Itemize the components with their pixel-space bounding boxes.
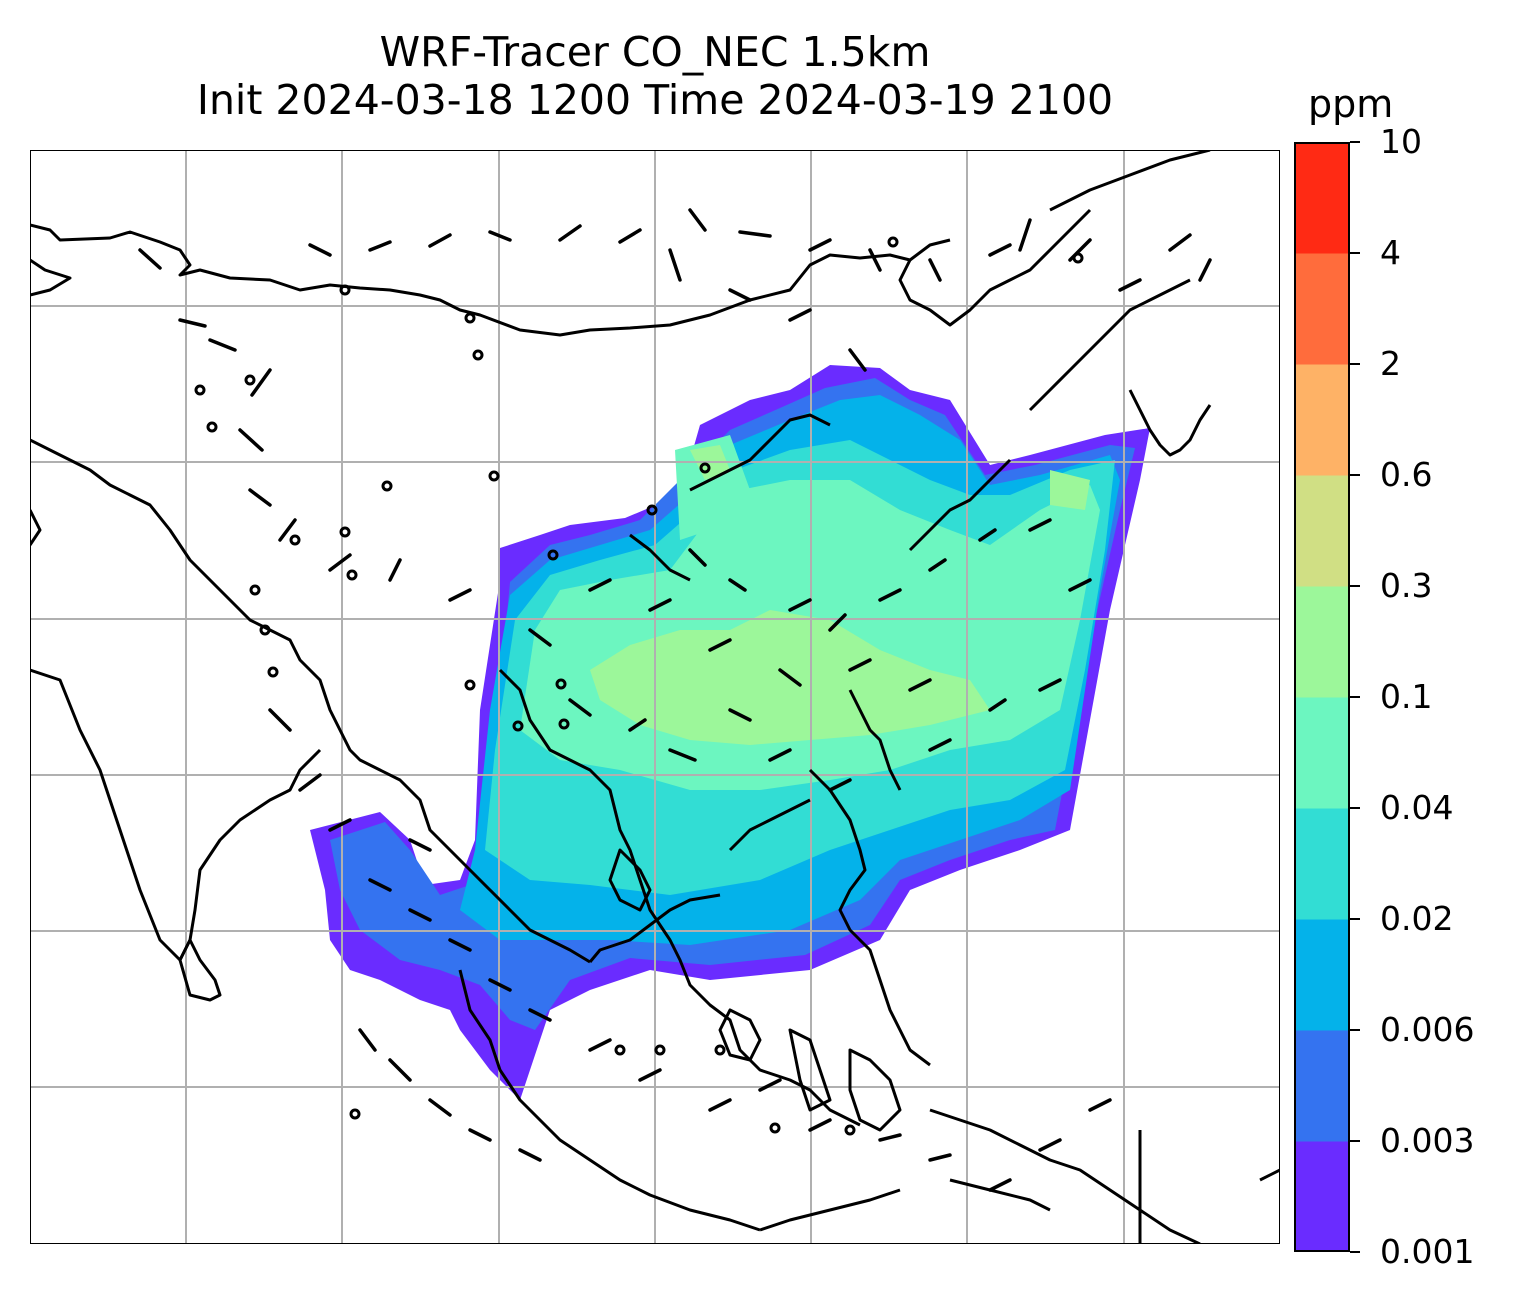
colorbar-tick-mark: [1350, 1251, 1360, 1253]
colorbar-tick-label: 0.02: [1380, 899, 1454, 938]
colorbar-segment: [1294, 919, 1350, 1031]
tracer-plume: [310, 365, 1150, 1100]
map-title: WRF-Tracer CO_NEC 1.5km Init 2024-03-18 …: [30, 28, 1280, 124]
colorbar-segment: [1294, 697, 1350, 809]
colorbar-tick-mark: [1350, 474, 1360, 476]
colorbar-tick-label: 10: [1380, 122, 1422, 161]
colorbar-segment: [1294, 253, 1350, 365]
colorbar-tick-mark: [1350, 363, 1360, 365]
colorbar-tick-label: 0.003: [1380, 1121, 1475, 1160]
colorbar-frame: [1294, 142, 1350, 1252]
colorbar-segment: [1294, 1141, 1350, 1252]
colorbar-segment: [1294, 475, 1350, 587]
colorbar-segment: [1294, 1030, 1350, 1142]
colorbar: [1294, 142, 1350, 1252]
colorbar-tick-label: 0.006: [1380, 1010, 1475, 1049]
colorbar-tick-mark: [1350, 696, 1360, 698]
colorbar-tick-mark: [1350, 252, 1360, 254]
colorbar-tick-mark: [1350, 807, 1360, 809]
colorbar-tick-mark: [1350, 141, 1360, 143]
colorbar-tick-label: 0.6: [1380, 455, 1433, 494]
colorbar-tick-label: 0.001: [1380, 1232, 1475, 1271]
colorbar-tick-mark: [1350, 918, 1360, 920]
colorbar-tick-label: 0.1: [1380, 677, 1433, 716]
colorbar-segment: [1294, 586, 1350, 698]
colorbar-tick-label: 2: [1380, 344, 1401, 383]
title-line-1: WRF-Tracer CO_NEC 1.5km: [379, 28, 931, 76]
colorbar-tick-mark: [1350, 585, 1360, 587]
colorbar-tick-mark: [1350, 1029, 1360, 1031]
calm-markers: [194, 236, 1084, 1136]
colorbar-tick-label: 0.3: [1380, 566, 1433, 605]
colorbar-tick-mark: [1350, 1140, 1360, 1142]
map-panel: [30, 150, 1280, 1244]
title-line-2: Init 2024-03-18 1200 Time 2024-03-19 210…: [196, 76, 1114, 124]
colorbar-unit-label: ppm: [1308, 82, 1394, 126]
colorbar-tick-label: 0.04: [1380, 788, 1454, 827]
colorbar-segment: [1294, 808, 1350, 920]
colorbar-segment: [1294, 142, 1350, 254]
graticule: [30, 150, 1280, 1244]
colorbar-segment: [1294, 364, 1350, 476]
coastlines: [30, 150, 1280, 1244]
wind-barbs: [138, 208, 1212, 1192]
plume-layer-03: [590, 445, 1090, 745]
colorbar-tick-label: 4: [1380, 233, 1401, 272]
